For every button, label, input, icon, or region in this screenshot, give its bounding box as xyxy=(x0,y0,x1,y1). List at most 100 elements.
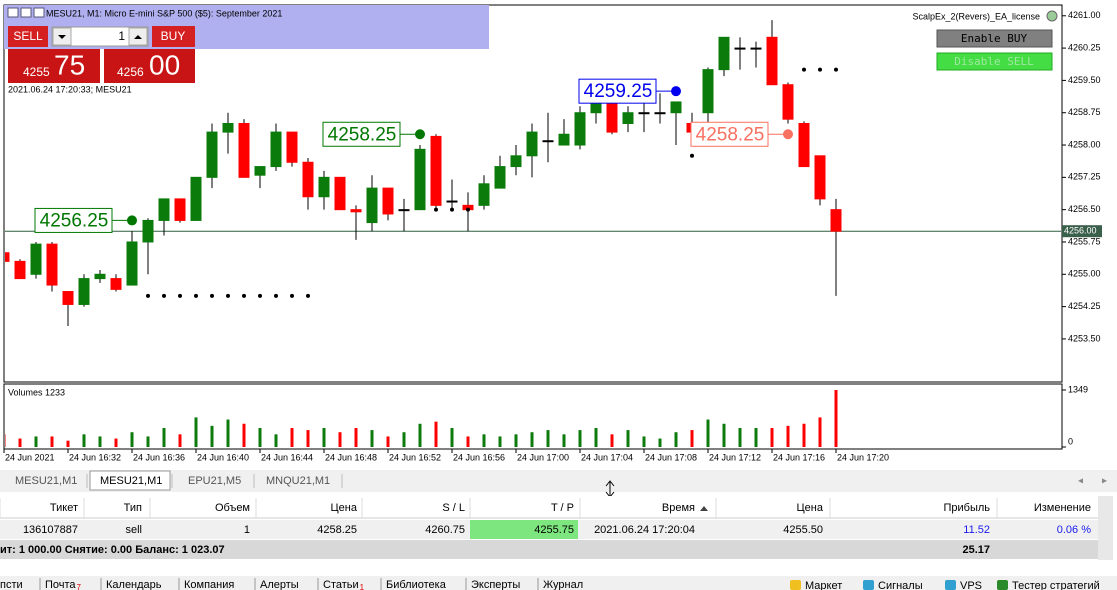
bottom-tab[interactable]: Почта xyxy=(45,579,76,590)
candle-body xyxy=(606,101,618,133)
icon xyxy=(997,580,1008,590)
ask-box[interactable] xyxy=(104,49,195,83)
signal-dot xyxy=(818,67,822,72)
candle-body xyxy=(382,187,394,215)
buy-button[interactable] xyxy=(152,26,195,47)
enable-buy[interactable] xyxy=(936,29,1053,48)
signal-dot xyxy=(290,293,294,298)
column-header[interactable]: Цена xyxy=(797,502,824,514)
bottom-bar xyxy=(0,576,1117,590)
signal-dot xyxy=(450,207,454,212)
x-tick-label: 24 Jun 17:00 xyxy=(517,452,569,462)
bottom-right[interactable]: Сигналы xyxy=(878,580,923,590)
button-label: Enable BUY xyxy=(961,32,1028,45)
bottom-tab[interactable]: Компания xyxy=(184,579,234,590)
bottom-tab[interactable]: Статьи xyxy=(323,579,359,590)
x-tick-label: 24 Jun 16:32 xyxy=(69,452,121,462)
bottom-right[interactable]: VPS xyxy=(960,580,982,590)
bottom-tab[interactable]: Библиотека xyxy=(386,579,447,590)
candle-body xyxy=(430,135,442,206)
bottom-tab[interactable]: Календарь xyxy=(106,579,162,590)
arrow xyxy=(58,35,66,39)
annotation-box xyxy=(322,121,401,147)
sort-arrow xyxy=(700,506,708,511)
bottom-tab[interactable]: Журнал xyxy=(543,579,583,590)
x-tick-label: 24 Jun 16:40 xyxy=(197,452,249,462)
total: 25.17 xyxy=(962,544,990,556)
column-header[interactable]: S / L xyxy=(442,502,465,514)
column-header[interactable]: Изменение xyxy=(1034,502,1091,514)
signal-dot xyxy=(194,293,198,298)
tab[interactable]: MESU21,M1 xyxy=(15,475,77,487)
annotation-box xyxy=(34,207,113,233)
candle-body xyxy=(830,209,842,232)
bottom-tab[interactable]: Алерты xyxy=(260,579,299,590)
y-tick-label: 4254.25 xyxy=(1068,301,1101,311)
candle-body xyxy=(574,112,586,146)
volume-value: 1 xyxy=(118,29,125,43)
cell: sell xyxy=(125,524,142,536)
tab[interactable]: MESU21,M1 xyxy=(100,475,162,487)
bottom-tab[interactable]: Эксперты xyxy=(471,579,520,590)
y-tick-label: 4259.50 xyxy=(1068,75,1101,85)
cell: 136107887 xyxy=(23,524,78,536)
buy-label: BUY xyxy=(161,29,186,43)
candle-body xyxy=(654,112,666,115)
x-tick-label: 24 Jun 16:44 xyxy=(261,452,313,462)
column-header[interactable]: T / P xyxy=(551,502,574,514)
plot xyxy=(5,20,1061,326)
column-header[interactable]: Объем xyxy=(215,502,250,514)
tab[interactable]: EPU21,M5 xyxy=(188,475,241,487)
y-tick-label: 4255.00 xyxy=(1068,269,1101,279)
bid-box[interactable] xyxy=(8,49,100,83)
summary-row xyxy=(0,540,1098,559)
candle-body xyxy=(350,209,362,213)
badge: 7 xyxy=(77,583,82,590)
cell: 4258.25 xyxy=(317,524,357,536)
signal-dot xyxy=(178,293,182,298)
candle-body xyxy=(766,36,778,86)
candle-body xyxy=(750,47,762,50)
ask-big: 00 xyxy=(149,49,180,80)
candle-body xyxy=(622,112,634,124)
scroll-right[interactable]: ▸ xyxy=(1102,476,1107,487)
sell-button[interactable] xyxy=(8,26,48,47)
column-header[interactable]: Тикет xyxy=(50,502,78,514)
annotation-label: 4258.25 xyxy=(696,124,765,145)
candle-body xyxy=(398,209,410,212)
timestamp: 2021.06.24 17:20:33; MESU21 xyxy=(8,84,132,94)
candle-body xyxy=(478,183,490,206)
column-header[interactable]: Время xyxy=(662,502,695,514)
x-tick-label: 24 Jun 16:52 xyxy=(389,452,441,462)
bottom-tab[interactable]: псти xyxy=(0,579,23,590)
x-tick-label: 24 Jun 2021 xyxy=(5,452,55,462)
chart-title: MESU21, M1: Micro E-mini S&P 500 ($5): S… xyxy=(46,8,282,18)
price-label-bg xyxy=(1062,225,1102,238)
tab-active[interactable] xyxy=(89,470,171,491)
badge: 1 xyxy=(360,583,365,590)
candle-body xyxy=(510,155,522,168)
scrollbar[interactable] xyxy=(1098,496,1113,560)
column-header[interactable]: Тип xyxy=(124,502,142,514)
disable-sell[interactable] xyxy=(936,52,1053,71)
signal-dot xyxy=(146,293,150,298)
v-tick-label: 0 xyxy=(1068,436,1073,446)
candle-body xyxy=(222,122,234,133)
column-header[interactable]: Цена xyxy=(331,502,358,514)
annotation-label: 4259.25 xyxy=(584,81,653,102)
candle-body xyxy=(14,260,26,280)
y-tick-label: 4260.25 xyxy=(1068,42,1101,52)
y-tick-label: 4261.00 xyxy=(1068,10,1101,20)
annotation-dot xyxy=(127,215,137,226)
candle-body xyxy=(238,122,250,178)
candle-body xyxy=(190,176,202,221)
signal-dot xyxy=(162,293,166,298)
candle-body xyxy=(366,187,378,224)
scroll-left[interactable]: ◂ xyxy=(1078,476,1083,487)
bottom-right[interactable]: Маркет xyxy=(805,580,842,590)
column-header[interactable]: Прибыль xyxy=(943,502,990,514)
tab[interactable]: MNQU21,M1 xyxy=(266,475,330,487)
volume-input[interactable] xyxy=(51,26,149,47)
y-tick-label: 4253.50 xyxy=(1068,333,1101,343)
bottom-right[interactable]: Тестер стратегий xyxy=(1012,580,1100,590)
